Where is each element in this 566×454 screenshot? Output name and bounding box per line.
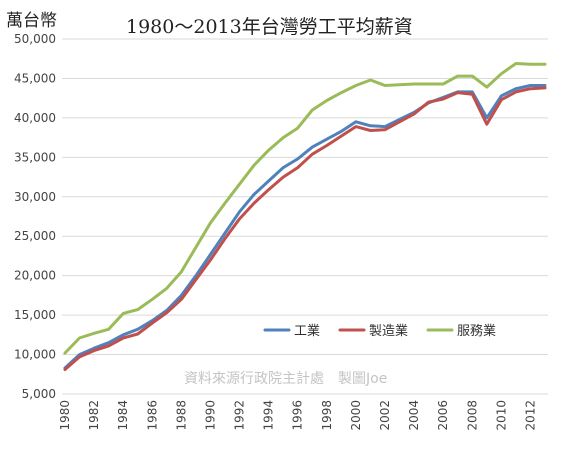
x-tick-label: 1982 — [87, 400, 101, 431]
x-tick-label: 1998 — [320, 400, 334, 431]
y-tick-label: 50,000 — [14, 32, 56, 46]
x-tick-label: 2000 — [349, 400, 363, 431]
gridlines — [62, 38, 548, 395]
x-tick-label: 1986 — [145, 400, 159, 431]
y-tick-label: 45,000 — [14, 71, 56, 85]
y-tick-label: 30,000 — [14, 190, 56, 204]
series-lines — [63, 62, 547, 371]
x-tick-label: 2010 — [494, 400, 508, 431]
x-tick-label: 1992 — [233, 400, 247, 431]
series-line — [63, 62, 547, 355]
series-line — [63, 86, 547, 371]
y-tick-label: 20,000 — [14, 269, 56, 283]
x-tick-label: 1988 — [174, 400, 188, 431]
x-tick-label: 1990 — [203, 400, 217, 431]
x-tick-label: 2012 — [523, 400, 537, 431]
x-tick-label: 1984 — [116, 400, 130, 431]
legend: 工業 製造業 服務業 — [263, 323, 496, 339]
x-tick-label: 2004 — [407, 400, 421, 431]
y-tick-label: 40,000 — [14, 111, 56, 125]
legend-label: 服務業 — [457, 323, 496, 339]
x-tick-label: 1980 — [58, 400, 72, 431]
x-tick-label: 1996 — [291, 400, 305, 431]
x-tick-label: 2006 — [436, 400, 450, 431]
source-note: 資料來源行政院主計處 製圖Joe — [184, 371, 387, 387]
y-tick-label: 25,000 — [14, 229, 56, 243]
y-axis-ticks: 5,000 10,000 15,000 20,000 25,000 30,000 35,00… — [14, 32, 56, 401]
legend-label: 工業 — [294, 323, 320, 339]
legend-label: 製造業 — [369, 323, 408, 339]
unit-label: 萬台幣 — [6, 11, 57, 31]
x-axis-ticks: 1980 1982 1984 1986 1988 1990 1992 1994 1996 1998… — [58, 400, 537, 431]
x-tick-label: 2002 — [378, 400, 392, 431]
x-tick-label: 1994 — [262, 400, 276, 431]
x-tick-label: 2008 — [465, 400, 479, 431]
y-tick-label: 10,000 — [14, 348, 56, 362]
y-tick-label: 5,000 — [22, 387, 56, 401]
y-tick-label: 15,000 — [14, 308, 56, 322]
chart-title: 1980～2013年台灣勞工平均薪資 — [126, 16, 413, 38]
y-tick-label: 35,000 — [14, 150, 56, 164]
